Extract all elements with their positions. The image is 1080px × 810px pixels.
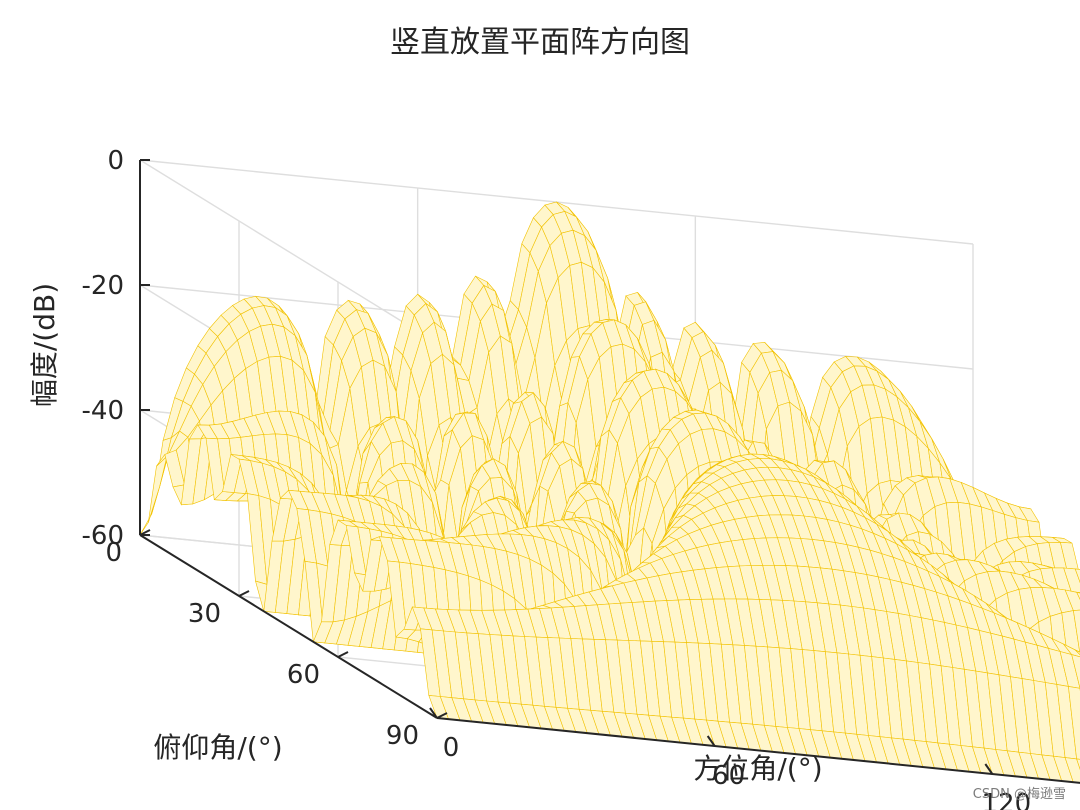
x-tick xyxy=(706,735,716,747)
surface-cell xyxy=(1064,589,1080,611)
x-tick-label: 120 xyxy=(982,789,1032,810)
surface-cell xyxy=(1076,758,1080,770)
y-tick-label: 60 xyxy=(287,660,320,690)
x-tick xyxy=(984,763,994,775)
x-tick xyxy=(429,707,438,719)
chart-title: 竖直放置平面阵方向图 xyxy=(390,25,690,60)
surface-cell xyxy=(1073,609,1080,656)
surface-cell xyxy=(1063,643,1080,658)
y-tick xyxy=(238,590,250,597)
x-tick-label: 0 xyxy=(443,733,460,763)
surface-cell xyxy=(1071,654,1080,689)
y-tick xyxy=(436,712,448,719)
x-axis-label: 方位角/(°) xyxy=(693,752,822,785)
x-tick-label: 60 xyxy=(712,761,745,791)
z-axis-label: 幅度/(dB) xyxy=(28,283,61,407)
z-tick-label: -20 xyxy=(82,271,124,301)
x-axis-line xyxy=(436,717,1080,784)
grid-line xyxy=(139,159,438,344)
y-axis-line xyxy=(139,534,438,719)
surface-cell xyxy=(1063,567,1080,594)
surface-mesh xyxy=(139,201,1080,784)
y-tick xyxy=(337,651,349,658)
z-tick-label: -40 xyxy=(82,396,124,426)
surface-cell xyxy=(1068,686,1080,760)
y-tick-label: 90 xyxy=(386,721,419,751)
z-tick-label: -60 xyxy=(82,521,124,551)
surface-cell xyxy=(1074,649,1080,655)
y-tick-label: 0 xyxy=(105,538,122,568)
y-tick-label: 30 xyxy=(188,599,221,629)
surface-cell xyxy=(1059,651,1080,689)
z-tick-label: 0 xyxy=(107,146,124,176)
surface-cell xyxy=(1074,568,1080,583)
y-tick xyxy=(139,529,151,536)
axes: 0-20-40-600306090060120180 xyxy=(82,146,1080,810)
watermark: CSDN @梅逊雪 xyxy=(972,787,1066,802)
y-axis-label: 俯仰角/(°) xyxy=(153,731,282,764)
surface-cell xyxy=(1076,591,1080,600)
surface-cell xyxy=(1064,757,1080,784)
